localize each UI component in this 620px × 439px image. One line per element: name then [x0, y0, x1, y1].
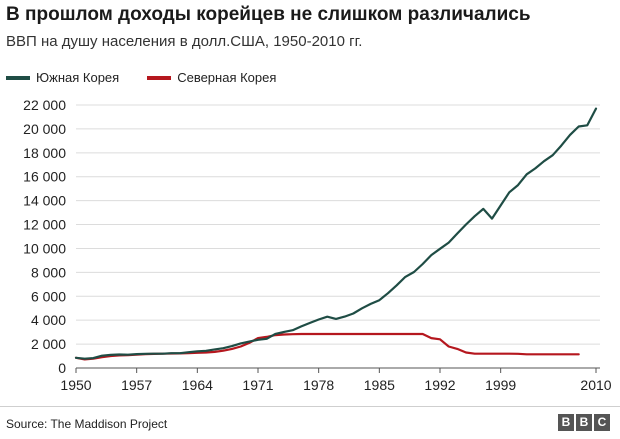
x-tick-label: 1964 — [182, 377, 213, 393]
bbc-logo: B B C — [558, 414, 610, 431]
bbc-logo-letter: B — [576, 414, 592, 431]
legend-label-north-korea: Северная Корея — [177, 70, 277, 85]
y-tick-label: 14 000 — [23, 193, 66, 209]
y-tick-label: 16 000 — [23, 169, 66, 185]
legend-swatch-south-korea — [6, 75, 30, 80]
y-tick-label: 2 000 — [31, 336, 66, 352]
x-tick-label: 1992 — [424, 377, 455, 393]
x-tick-label: 2010 — [580, 377, 611, 393]
bbc-logo-letter: C — [594, 414, 610, 431]
x-tick-label: 1957 — [121, 377, 152, 393]
y-tick-label: 8 000 — [31, 264, 66, 280]
x-tick-label: 1999 — [485, 377, 516, 393]
legend-item-north-korea: Северная Корея — [147, 70, 276, 85]
series-line-north-korea — [74, 332, 580, 361]
legend-item-south-korea: Южная Корея — [6, 70, 119, 85]
line-chart: 0 2 000 4 000 6 000 8 000 10 000 12 000 14 000 1… — [23, 97, 612, 393]
y-tick-label: 18 000 — [23, 145, 66, 161]
x-tick-label: 1978 — [303, 377, 334, 393]
bbc-logo-letter: B — [558, 414, 574, 431]
chart-subtitle: ВВП на душу населения в долл.США, 1950-2… — [6, 33, 363, 50]
chart-title: В прошлом доходы корейцев не слишком раз… — [6, 4, 531, 25]
legend-label-south-korea: Южная Корея — [36, 70, 120, 85]
y-tick-label: 22 000 — [23, 97, 66, 113]
y-tick-label: 10 000 — [23, 240, 66, 256]
y-tick-label: 12 000 — [23, 217, 66, 233]
x-tick-label: 1971 — [242, 377, 273, 393]
x-tick-label: 1985 — [364, 377, 395, 393]
y-tick-label: 6 000 — [31, 288, 66, 304]
y-tick-label: 4 000 — [31, 312, 66, 328]
x-tick-label: 1950 — [60, 377, 91, 393]
series-line-south-korea — [74, 107, 598, 360]
legend: Южная Корея Северная Корея — [6, 70, 294, 85]
y-tick-label: 20 000 — [23, 121, 66, 137]
source-note: Source: The Maddison Project — [6, 417, 168, 431]
legend-swatch-north-korea — [147, 75, 172, 80]
footer-divider — [0, 406, 620, 407]
y-tick-label: 0 — [58, 360, 66, 376]
